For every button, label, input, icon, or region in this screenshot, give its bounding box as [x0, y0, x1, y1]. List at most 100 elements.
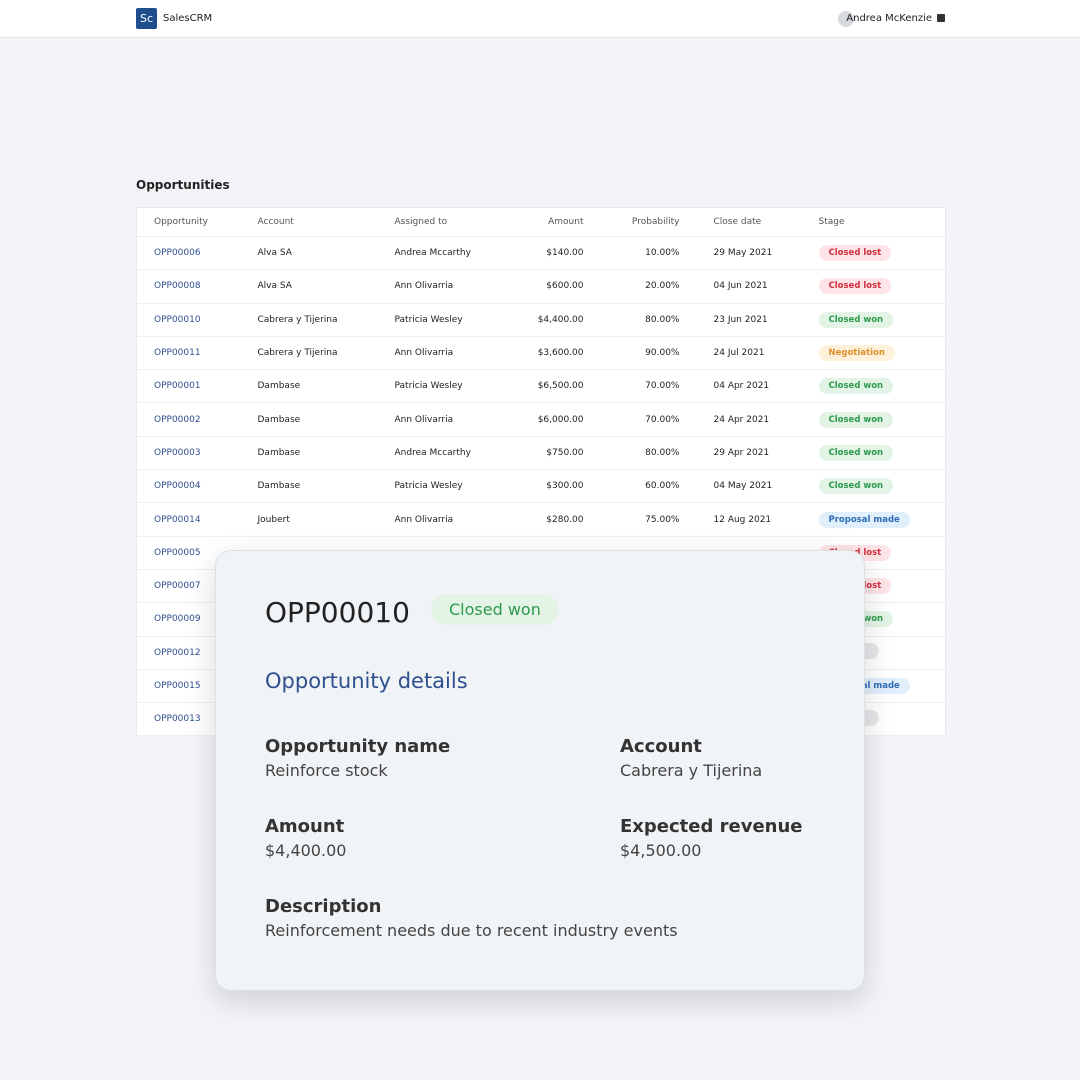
- table-cell: 12 Aug 2021: [696, 502, 802, 537]
- table-cell: 29 May 2021: [696, 236, 802, 271]
- column-header: Close date: [696, 207, 802, 237]
- column-header: Probability: [600, 207, 697, 237]
- table-row[interactable]: OPP00004 Dambase Patricia Wesley $300.00 60.…: [136, 469, 946, 504]
- field-value: Cabrera y Tijerina: [620, 761, 763, 780]
- table-cell: 04 Jun 2021: [696, 269, 802, 304]
- table-cell[interactable]: OPP00001: [136, 369, 241, 404]
- table-cell: $4,400.00: [504, 303, 601, 337]
- table-cell: Closed won: [801, 469, 946, 504]
- table-cell: Closed won: [801, 402, 946, 437]
- table-cell: $3,600.00: [504, 336, 601, 371]
- column-header: Opportunity: [136, 207, 241, 237]
- table-cell: Ann Olivarria: [377, 336, 505, 371]
- table-cell: $300.00: [504, 469, 601, 504]
- stage-badge: Proposal made: [818, 511, 910, 528]
- table-row[interactable]: OPP00006 Alva SA Andrea Mccarthy $140.00 10.…: [136, 236, 946, 271]
- field-value: Reinforcement needs due to recent indust…: [265, 921, 678, 940]
- table-cell: Closed lost: [801, 236, 946, 271]
- table-cell: $750.00: [504, 436, 601, 471]
- table-cell[interactable]: OPP00002: [136, 402, 241, 437]
- table-cell: Ann Olivarria: [377, 502, 505, 537]
- table-cell: $600.00: [504, 269, 601, 304]
- table-cell: 20.00%: [600, 269, 697, 304]
- table-cell: Closed won: [801, 369, 946, 404]
- table-cell: 75.00%: [600, 502, 697, 537]
- table-cell: 04 Apr 2021: [696, 369, 802, 404]
- table-cell[interactable]: OPP00003: [136, 436, 241, 471]
- field-label: Amount: [265, 816, 345, 837]
- logo[interactable]: Sc: [136, 8, 157, 29]
- stage-badge: Closed won: [818, 378, 894, 395]
- table-cell: Ann Olivarria: [377, 269, 505, 304]
- table-cell: 90.00%: [600, 336, 697, 371]
- table-cell: $6,000.00: [504, 402, 601, 437]
- stage-badge: Closed won: [818, 311, 894, 328]
- logout-icon[interactable]: [937, 14, 945, 22]
- table-row[interactable]: OPP00011 Cabrera y Tijerina Ann Olivarria $…: [136, 336, 946, 371]
- table-cell: Ann Olivarria: [377, 402, 505, 437]
- table-cell: 24 Apr 2021: [696, 402, 802, 437]
- card-id: OPP00010: [265, 596, 410, 629]
- brand[interactable]: SalesCRM: [163, 13, 213, 24]
- detail-card: OPP00010 Closed won Opportunity details …: [215, 550, 865, 991]
- section-title: Opportunity details: [265, 669, 468, 693]
- table-title: Opportunities: [136, 178, 230, 192]
- table-row[interactable]: OPP00003 Dambase Andrea Mccarthy $750.00 80.…: [136, 436, 946, 471]
- stage-badge: Closed won: [818, 411, 894, 428]
- field-label: Opportunity name: [265, 736, 451, 757]
- table-row[interactable]: OPP00002 Dambase Ann Olivarria $6,000.00 70.…: [136, 402, 946, 437]
- table-cell: 24 Jul 2021: [696, 336, 802, 371]
- table-cell: Negotiation: [801, 336, 946, 371]
- table-cell[interactable]: OPP00010: [136, 303, 241, 337]
- table-cell: Closed lost: [801, 269, 946, 304]
- table-cell: 70.00%: [600, 402, 697, 437]
- table-cell: Patricia Wesley: [377, 303, 505, 337]
- table-row[interactable]: OPP00010 Cabrera y Tijerina Patricia Wesle…: [136, 303, 946, 337]
- detail-field: Description Reinforcement needs due to re…: [265, 896, 825, 940]
- stage-badge: Closed lost: [818, 245, 892, 262]
- table-cell: 04 May 2021: [696, 469, 802, 504]
- table-cell: 80.00%: [600, 303, 697, 337]
- table-cell: Dambase: [240, 402, 378, 437]
- user-name[interactable]: Andrea McKenzie: [846, 13, 932, 24]
- table-row[interactable]: OPP00008 Alva SA Ann Olivarria $600.00 20.00…: [136, 269, 946, 304]
- table-cell[interactable]: OPP00011: [136, 336, 241, 371]
- table-cell: 29 Apr 2021: [696, 436, 802, 471]
- stage-badge: Closed lost: [818, 278, 892, 295]
- field-label: Description: [265, 896, 382, 917]
- table-cell: Closed won: [801, 436, 946, 471]
- field-value: Reinforce stock: [265, 761, 388, 780]
- table-cell: Andrea Mccarthy: [377, 236, 505, 271]
- field-label: Account: [620, 736, 702, 757]
- table-cell[interactable]: OPP00008: [136, 269, 241, 304]
- table-cell: 23 Jun 2021: [696, 303, 802, 337]
- table-cell[interactable]: OPP00004: [136, 469, 241, 504]
- column-header: Account: [240, 207, 378, 237]
- table-cell: Proposal made: [801, 502, 946, 537]
- table-cell[interactable]: OPP00006: [136, 236, 241, 271]
- navbar: Sc SalesCRM Andrea McKenzie: [0, 0, 1080, 38]
- table-cell: 70.00%: [600, 369, 697, 404]
- table-row[interactable]: OPP00001 Dambase Patricia Wesley $6,500.00 7…: [136, 369, 946, 404]
- stage-badge: Closed won: [818, 478, 894, 495]
- table-cell[interactable]: OPP00014: [136, 502, 241, 537]
- table-cell: Patricia Wesley: [377, 469, 505, 504]
- table-cell: Andrea Mccarthy: [377, 436, 505, 471]
- table-cell: $280.00: [504, 502, 601, 537]
- detail-field: Expected revenue $4,500.00: [620, 816, 960, 860]
- table-cell: 60.00%: [600, 469, 697, 504]
- table-cell: Alva SA: [240, 269, 378, 304]
- stage-badge: Closed won: [818, 444, 894, 461]
- table-cell: Cabrera y Tijerina: [240, 303, 378, 337]
- column-header: Amount: [504, 207, 601, 237]
- table-row[interactable]: OPP00014 Joubert Ann Olivarria $280.00 75.00…: [136, 502, 946, 537]
- detail-field: Amount $4,400.00: [265, 816, 605, 860]
- detail-field: Opportunity name Reinforce stock: [265, 736, 605, 780]
- table-cell: Closed won: [801, 303, 946, 337]
- table-cell: $6,500.00: [504, 369, 601, 404]
- table-cell: Dambase: [240, 469, 378, 504]
- column-header: Assigned to: [377, 207, 505, 237]
- field-value: $4,400.00: [265, 841, 347, 860]
- field-label: Expected revenue: [620, 816, 803, 837]
